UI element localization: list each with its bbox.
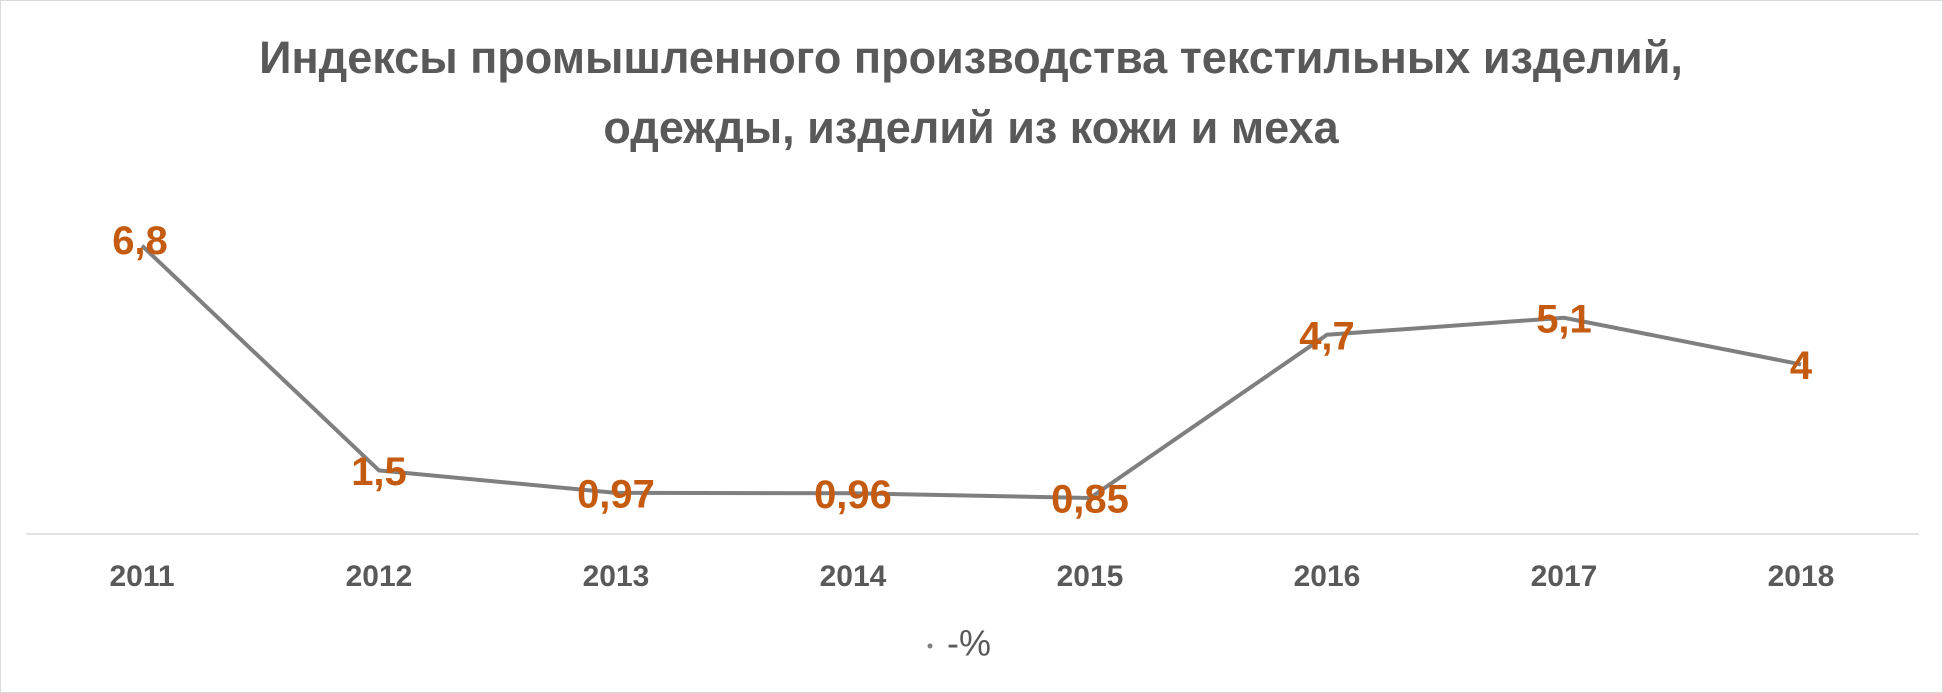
data-label: 0,96 [814, 473, 892, 517]
data-label: 1,5 [351, 450, 407, 494]
legend-label: -% [947, 623, 991, 664]
chart-title: Индексы промышленного производства текст… [259, 32, 1683, 153]
x-tick-label: 2017 [1531, 560, 1598, 593]
x-tick-label: 2014 [820, 560, 887, 593]
x-tick-label: 2013 [583, 560, 650, 593]
x-tick-label: 2011 [109, 560, 174, 593]
line-series [140, 244, 1802, 500]
data-label: 0,97 [577, 472, 655, 516]
data-label: 6,8 [112, 219, 168, 263]
x-tick-label: 2018 [1768, 560, 1835, 593]
data-label: 4 [1790, 344, 1813, 388]
x-tick-label: 2012 [346, 560, 413, 593]
data-label: 0,85 [1051, 478, 1129, 522]
data-label: 5,1 [1536, 297, 1592, 341]
legend-marker [927, 643, 933, 649]
x-tick-label: 2015 [1057, 560, 1124, 593]
data-label: 4,7 [1299, 314, 1355, 358]
x-tick-label: 2016 [1294, 560, 1361, 593]
